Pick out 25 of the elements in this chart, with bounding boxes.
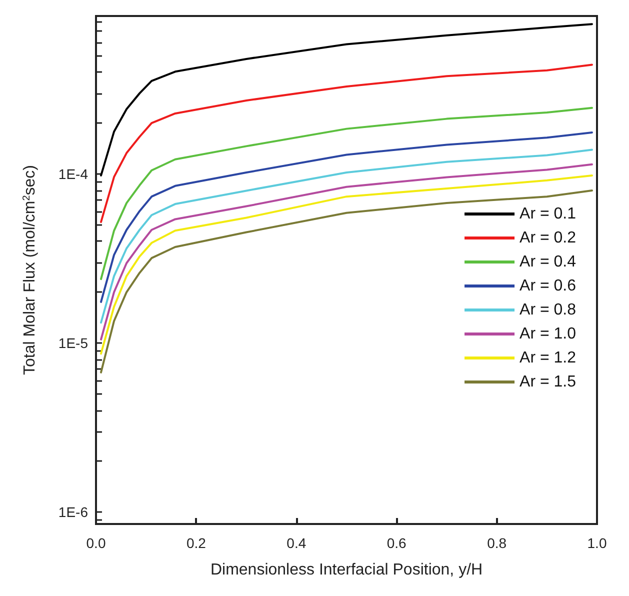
x-tick-label: 0.2	[186, 535, 206, 551]
x-tick-label: 0.8	[487, 535, 507, 551]
x-tick-label: 0.4	[286, 535, 306, 551]
line-series	[100, 23, 593, 176]
legend-label: Ar = 0.4	[520, 254, 576, 270]
line-series	[100, 131, 593, 303]
legend-label: Ar = 0.2	[520, 230, 576, 246]
legend-label: Ar = 0.6	[520, 278, 576, 294]
x-axis-title: Dimensionless Interfacial Position, y/H	[210, 562, 483, 578]
y-tick-label: 1E-4	[58, 166, 88, 182]
legend-label: Ar = 1.2	[520, 350, 576, 366]
y-axis-title: Total Molar Flux (mol/cm2sec)	[22, 164, 38, 376]
line-series	[100, 190, 593, 374]
line-series	[100, 148, 593, 324]
legend-label: Ar = 0.8	[520, 302, 576, 318]
line-series	[100, 106, 593, 280]
x-tick-label: 1.0	[587, 535, 607, 551]
legend-label: Ar = 0.1	[520, 206, 576, 222]
legend-label: Ar = 1.5	[520, 374, 576, 390]
y-tick-label: 1E-6	[58, 504, 88, 520]
x-tick-label: 0.6	[386, 535, 407, 551]
x-tick-label: 0.0	[86, 535, 106, 551]
line-series	[100, 64, 593, 223]
y-tick-label: 1E-5	[58, 335, 88, 352]
legend-label: Ar = 1.0	[520, 326, 576, 342]
